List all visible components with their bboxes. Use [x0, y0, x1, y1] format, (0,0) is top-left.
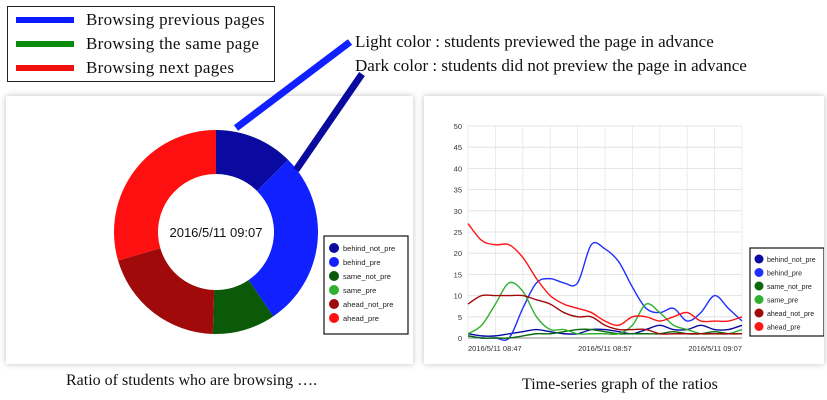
donut-slice-ahead_pre	[113, 130, 216, 261]
donut-legend-label-ahead_pre: ahead_pre	[343, 314, 379, 323]
xtick-label-1: 2016/5/11 08:57	[578, 344, 632, 353]
legend-label-next: Browsing next pages	[86, 58, 235, 77]
series-line-behind_not_pre	[467, 324, 743, 337]
legend-row-previous: Browsing previous pages	[16, 9, 265, 31]
line-legend-marker-ahead_pre	[754, 322, 764, 331]
donut-legend-label-behind_pre: behind_pre	[343, 258, 381, 267]
line-legend-label-behind_pre: behind_pre	[767, 271, 802, 278]
donut-slice-behind_not_pre	[216, 130, 289, 191]
line-legend-label-behind_not_pre: behind_not_pre	[767, 257, 816, 264]
series-line-behind_pre	[467, 241, 743, 341]
series-line-ahead_pre	[467, 223, 743, 327]
ytick-label-15: 15	[454, 270, 462, 279]
series-line-same_pre	[467, 281, 743, 336]
ytick-label-25: 25	[454, 228, 462, 237]
donut-legend-marker-behind_pre	[329, 257, 339, 267]
donut-legend-label-behind_not_pre: behind_not_pre	[343, 244, 395, 253]
line-legend-marker-ahead_not_pre	[754, 308, 764, 318]
caption-right: Time-series graph of the ratios	[522, 376, 718, 393]
line-legend-label-same_not_pre: same_not_pre	[767, 284, 812, 291]
donut-center-label: 2016/5/11 09:07	[169, 225, 262, 240]
donut-legend-label-same_pre: same_pre	[343, 286, 376, 295]
donut-legend-marker-ahead_pre	[329, 313, 339, 323]
donut-legend-marker-same_pre	[329, 285, 339, 295]
ytick-label-10: 10	[454, 292, 462, 301]
donut-legend-label-ahead_not_pre: ahead_not_pre	[343, 300, 393, 309]
note-dark-color: Dark color : students did not preview th…	[355, 56, 747, 75]
ytick-label-40: 40	[454, 164, 462, 173]
donut-legend-marker-behind_not_pre	[329, 243, 339, 253]
donut-slice-behind_pre	[248, 159, 318, 317]
donut-legend-marker-ahead_not_pre	[329, 299, 339, 309]
legend-label-previous: Browsing previous pages	[86, 10, 265, 29]
line-legend-marker-behind_pre	[754, 268, 764, 277]
line-panel: 0 5 10 15 20 25 30 35 40 45 50 2016/5/11 08:47 2016/…	[424, 96, 825, 364]
legend-label-same: Browsing the same page	[86, 34, 260, 53]
donut-slice-ahead_not_pre	[118, 248, 215, 334]
line-legend-marker-same_not_pre	[754, 281, 764, 291]
line-legend-marker-same_pre	[754, 295, 764, 304]
caption-left: Ratio of students who are browsing ….	[66, 372, 318, 389]
ytick-label-0: 0	[458, 334, 462, 343]
ytick-label-45: 45	[454, 143, 462, 152]
note-light-color: Light color : students previewed the pag…	[355, 32, 714, 51]
donut-legend-marker-same_not_pre	[329, 271, 339, 281]
ytick-label-50: 50	[454, 122, 462, 131]
top-legend: Browsing previous pages Browsing the sam…	[7, 6, 275, 82]
series-line-ahead_not_pre	[467, 294, 742, 335]
donut-chart: 2016/5/11 09:07 behind_not_pre behind_pres…	[113, 130, 409, 335]
xtick-label-2: 2016/5/11 09:07	[688, 344, 742, 353]
legend-swatch-next	[16, 65, 74, 71]
line-legend-label-ahead_not_pre: ahead_not_pre	[767, 311, 814, 318]
line-chart: 0 5 10 15 20 25 30 35 40 45 50 2016/5/11 08:47 2016/…	[454, 122, 825, 353]
legend-row-same: Browsing the same page	[16, 33, 259, 55]
line-legend-label-same_pre: same_pre	[767, 298, 798, 305]
donut-legend-label-same_not_pre: same_not_pre	[343, 272, 391, 281]
line-legend-marker-behind_not_pre	[754, 254, 764, 264]
ytick-label-35: 35	[454, 186, 462, 195]
legend-row-next: Browsing next pages	[16, 57, 234, 79]
xtick-label-0: 2016/5/11 08:47	[468, 344, 522, 353]
ytick-label-30: 30	[454, 207, 462, 216]
ytick-label-20: 20	[454, 249, 462, 258]
line-legend-box	[749, 247, 825, 337]
donut-slice-same_not_pre	[212, 279, 274, 334]
legend-swatch-previous	[16, 17, 74, 23]
line-legend-label-ahead_pre: ahead_pre	[767, 325, 801, 332]
legend-swatch-same	[16, 41, 74, 47]
ytick-label-5: 5	[458, 313, 462, 322]
